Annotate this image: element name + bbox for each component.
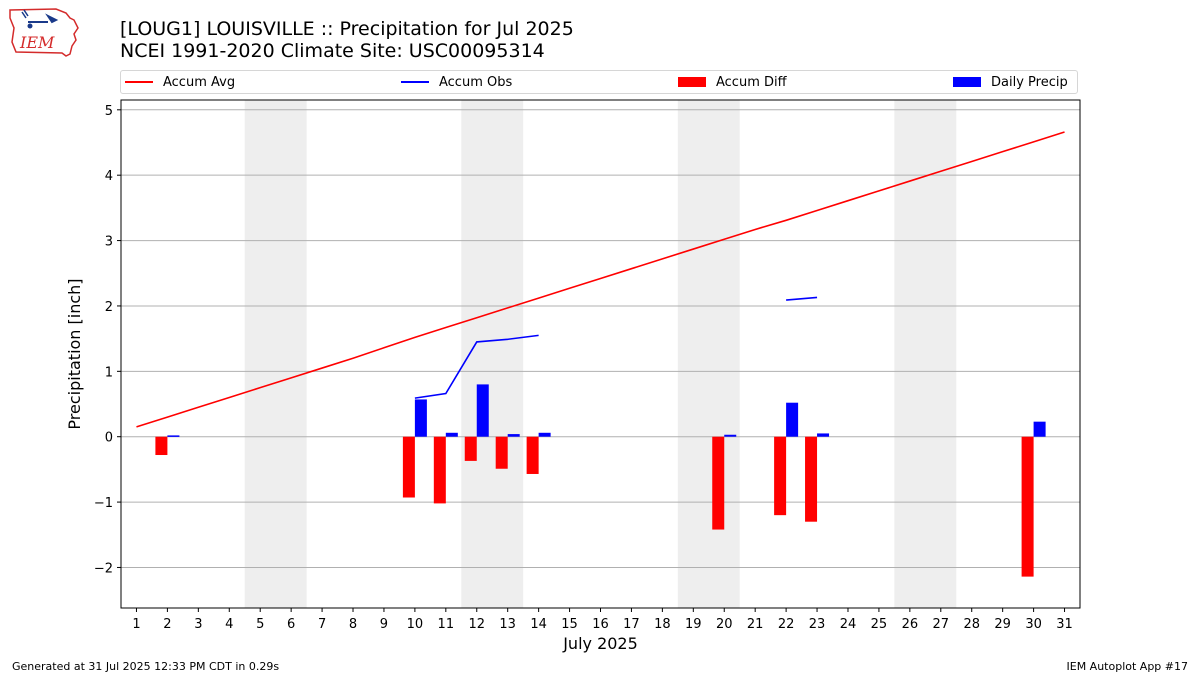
y-tick-label: 4	[105, 169, 113, 184]
daily-precip-bar	[724, 434, 737, 437]
legend-item-accum-obs: Accum Obs	[401, 74, 512, 92]
daily-precip-bar	[786, 402, 799, 437]
x-tick-label: 14	[530, 617, 547, 632]
accum-diff-bar	[402, 436, 415, 498]
accum-obs-line	[414, 334, 539, 399]
legend-swatch-accum-obs	[401, 80, 429, 83]
accum-diff-bar	[774, 436, 787, 516]
x-tick-label: 18	[654, 617, 671, 632]
accum-diff-bar	[433, 436, 446, 504]
daily-precip-bar	[817, 433, 830, 437]
x-tick-label: 7	[318, 617, 326, 632]
iem-logo: IEM	[9, 8, 79, 57]
x-tick-label: 27	[933, 617, 950, 632]
legend-label-accum-obs: Accum Obs	[439, 75, 513, 90]
weekend-shade	[244, 100, 307, 608]
x-tick-label: 8	[349, 617, 357, 632]
x-tick-label: 19	[685, 617, 702, 632]
logo-text: IEM	[19, 33, 55, 52]
x-tick-label: 20	[716, 617, 733, 632]
legend-label-accum-avg: Accum Avg	[163, 75, 236, 90]
x-tick-label: 4	[225, 617, 233, 632]
x-tick-label: 2	[163, 617, 171, 632]
weekend-shade	[461, 100, 524, 608]
x-tick-label: 23	[809, 617, 826, 632]
x-tick-label: 30	[1025, 617, 1042, 632]
y-tick-label: −1	[94, 496, 113, 511]
x-tick-label: 25	[871, 617, 888, 632]
accum-diff-bar	[805, 436, 818, 522]
accum-diff-bar	[464, 436, 477, 461]
iowa-outline-shape	[9, 8, 79, 57]
legend-item-accum-diff: Accum Diff	[678, 74, 787, 92]
x-tick-label: 22	[778, 617, 795, 632]
y-tick-label: 3	[105, 235, 113, 250]
x-tick-label: 16	[592, 617, 609, 632]
generated-timestamp: Generated at 31 Jul 2025 12:33 PM CDT in…	[12, 660, 280, 673]
daily-precip-bar	[167, 435, 180, 437]
y-tick-label: 2	[105, 300, 113, 315]
daily-precip-bar	[414, 399, 427, 437]
accum-diff-bar	[1021, 436, 1034, 577]
sensor-dot-icon	[27, 23, 33, 29]
legend-swatch-daily-precip	[953, 76, 981, 87]
autoplot-app-label: IEM Autoplot App #17	[1066, 660, 1189, 673]
y-tick-label: 5	[105, 104, 113, 119]
x-tick-label: 12	[468, 617, 485, 632]
x-tick-label: 11	[438, 617, 455, 632]
x-tick-label: 10	[407, 617, 424, 632]
weekend-shade	[677, 100, 740, 608]
x-tick-label: 1	[132, 617, 140, 632]
accum-diff-bar	[526, 436, 539, 474]
weekend-shade	[894, 100, 957, 608]
wind-icon	[21, 9, 29, 19]
accum-diff-bar	[495, 436, 508, 469]
x-tick-label: 17	[623, 617, 640, 632]
x-tick-label: 24	[840, 617, 857, 632]
chart-subtitle: NCEI 1991-2020 Climate Site: USC00095314	[120, 40, 545, 62]
legend-item-accum-avg: Accum Avg	[125, 74, 235, 92]
legend-swatch-accum-diff	[678, 76, 706, 87]
accum-obs-line	[786, 296, 818, 301]
x-tick-label: 13	[499, 617, 516, 632]
daily-precip-bar	[476, 384, 489, 437]
legend-label-accum-diff: Accum Diff	[716, 75, 787, 90]
y-tick-label: 0	[105, 431, 113, 446]
x-tick-label: 15	[561, 617, 578, 632]
x-tick-label: 21	[747, 617, 764, 632]
accum-diff-bar	[712, 436, 725, 530]
x-axis-label: July 2025	[562, 634, 638, 653]
x-tick-label: 3	[194, 617, 202, 632]
x-tick-label: 28	[963, 617, 980, 632]
x-tick-label: 6	[287, 617, 295, 632]
accum-diff-bar	[155, 436, 168, 456]
weather-vane-icon	[28, 13, 59, 24]
y-tick-label: 1	[105, 365, 113, 380]
x-tick-label: 29	[994, 617, 1011, 632]
legend-label-daily-precip: Daily Precip	[991, 75, 1068, 90]
legend-swatch-accum-avg	[125, 80, 153, 83]
x-tick-label: 5	[256, 617, 264, 632]
x-tick-label: 26	[902, 617, 919, 632]
daily-precip-bar	[538, 432, 551, 437]
accum-avg-line	[136, 131, 1065, 428]
chart-title: [LOUG1] LOUISVILLE :: Precipitation for …	[120, 18, 574, 40]
legend-item-daily-precip: Daily Precip	[953, 74, 1068, 92]
x-tick-label: 9	[380, 617, 388, 632]
daily-precip-bar	[507, 434, 520, 437]
x-tick-label: 31	[1056, 617, 1073, 632]
daily-precip-bar	[1033, 421, 1046, 437]
daily-precip-bar	[445, 432, 458, 437]
y-axis-label: Precipitation [inch]	[65, 278, 84, 429]
y-tick-label: −2	[94, 561, 113, 576]
chart-legend: Accum Avg Accum Obs Accum Diff Daily Pre…	[120, 70, 1078, 94]
